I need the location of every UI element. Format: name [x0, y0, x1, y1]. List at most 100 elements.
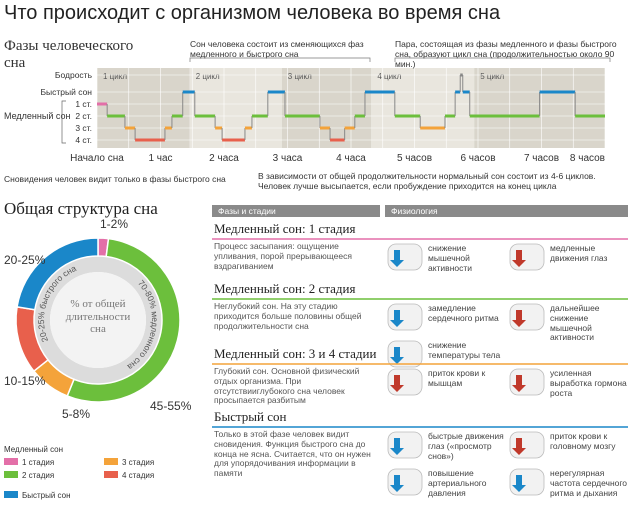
segment-label: 45-55%: [150, 399, 192, 413]
row-description: Глубокий сон. Основной физический отдых …: [214, 366, 360, 406]
header-bar: [212, 205, 380, 217]
cycle-band: [281, 68, 372, 148]
legend-swatch: [4, 458, 18, 465]
x-label: 7 часов: [524, 153, 559, 164]
slow-label: Медленный сон: [4, 111, 70, 121]
physiology-item: приток крови к мышцам: [428, 368, 486, 388]
bracket: [394, 57, 611, 62]
segment-label: 20-25%: [4, 253, 46, 267]
cycle-label: 1 цикл: [103, 72, 127, 81]
icon-mark: [512, 475, 526, 492]
legend-label: 4 стадия: [122, 471, 154, 480]
level-label: Быстрый сон: [40, 87, 92, 97]
legend-swatch: [104, 458, 118, 465]
note: Сон человека состоит из сменяющихся фаз …: [190, 39, 364, 59]
row-title: Медленный сон: 3 и 4 стадии: [214, 346, 377, 361]
icon-mark: [390, 310, 404, 327]
level-label: 3 ст.: [75, 123, 92, 133]
x-label: Начало сна: [70, 153, 124, 164]
icon-mark: [390, 475, 404, 492]
cycle-band: [189, 68, 282, 148]
segment-label: 10-15%: [4, 374, 46, 388]
donut-heading: Общая структура сна: [4, 199, 158, 218]
icon: [509, 303, 545, 331]
level-label: 1 ст.: [75, 99, 92, 109]
segment-label: 5-8%: [62, 407, 90, 421]
legend-label: 3 стадия: [122, 458, 154, 467]
icon: [509, 431, 545, 459]
x-label: 8 часов: [570, 153, 605, 164]
cycle-label: 3 цикл: [288, 72, 312, 81]
physiology-item: замедление сердечного ритма: [428, 303, 499, 323]
icon: [387, 368, 423, 396]
note: Пара, состоящая из фазы медленного и фаз…: [395, 39, 617, 69]
level-label: 4 ст.: [75, 135, 92, 145]
header: Физиология: [391, 206, 438, 216]
x-label: 6 часов: [460, 153, 495, 164]
icon-mark: [390, 250, 404, 267]
x-label: 3 часа: [273, 153, 303, 164]
icon-mark: [390, 375, 404, 392]
physiology-item: нерегулярная частота сердечного ритма и …: [550, 468, 628, 498]
cycle-label: 4 цикл: [377, 72, 401, 81]
legend-swatch: [4, 491, 18, 498]
legend-label: Быстрый сон: [22, 491, 71, 500]
icon-mark: [512, 250, 526, 267]
icon-mark: [390, 347, 404, 364]
icon-mark: [512, 438, 526, 455]
physiology-item: медленные движения глаз: [550, 243, 608, 263]
physiology-item: снижение температуры тела: [428, 340, 501, 360]
note: В зависимости от общей продолжительности…: [258, 171, 596, 191]
icon: [387, 468, 423, 496]
cycle-label: 2 цикл: [196, 72, 220, 81]
row-description: Неглубокий сон. На эту стадию приходится…: [214, 301, 362, 331]
x-label: 2 часа: [209, 153, 239, 164]
legend-heading: Медленный сон: [4, 445, 63, 454]
icon: [387, 303, 423, 331]
icon: [509, 243, 545, 271]
icon-mark: [512, 375, 526, 392]
physiology-item: усиленная выработка гормона роста: [550, 368, 627, 398]
cycle-band: [97, 68, 190, 148]
note: Сновидения человек видит только в фазы б…: [4, 174, 226, 184]
cycle-band: [371, 68, 475, 148]
level-label: Бодрость: [55, 70, 93, 80]
physiology-item: повышение артериального давления: [428, 468, 487, 498]
physiology-item: приток крови к головному мозгу: [550, 431, 616, 451]
icon: [387, 340, 423, 368]
row-title: Медленный сон: 2 стадия: [214, 281, 356, 296]
hypnogram-heading: Фазы человеческого сна: [4, 38, 134, 72]
row-title: Быстрый сон: [214, 409, 287, 424]
legend-swatch: [4, 471, 18, 478]
donut-segment: [16, 237, 99, 311]
physiology-item: быстрые движения глаз («просмотр снов»): [428, 431, 504, 461]
legend-label: 1 стадия: [22, 458, 54, 467]
row-description: Процесс засыпания: ощущение упливания, п…: [214, 241, 352, 271]
icon: [509, 468, 545, 496]
center: [50, 272, 146, 368]
row-title: Медленный сон: 1 стадия: [214, 221, 356, 236]
legend-label: 2 стадия: [22, 471, 54, 480]
level-label: 2 ст.: [75, 111, 92, 121]
row-description: Только в этой фазе человек видит сновиде…: [214, 429, 371, 479]
icon: [509, 368, 545, 396]
icon: [387, 431, 423, 459]
x-label: 4 часа: [336, 153, 366, 164]
physiology-item: снижение мышечной активности: [428, 243, 473, 273]
bracket: [189, 57, 371, 62]
x-label: 5 часов: [397, 153, 432, 164]
icon-mark: [512, 310, 526, 327]
icon: [387, 243, 423, 271]
slow-bracket: [61, 100, 66, 144]
icon-mark: [390, 438, 404, 455]
physiology-item: дальнейшее снижение мышечной активности: [550, 303, 600, 343]
legend-swatch: [104, 471, 118, 478]
title: Что происходит с организмом человека во …: [4, 2, 501, 24]
center-label: % от общей длительности сна: [65, 298, 131, 336]
segment-label: 1-2%: [100, 217, 128, 231]
x-label: 1 час: [148, 153, 172, 164]
header: Фазы и стадии: [218, 206, 276, 216]
cycle-label: 5 цикл: [480, 72, 504, 81]
